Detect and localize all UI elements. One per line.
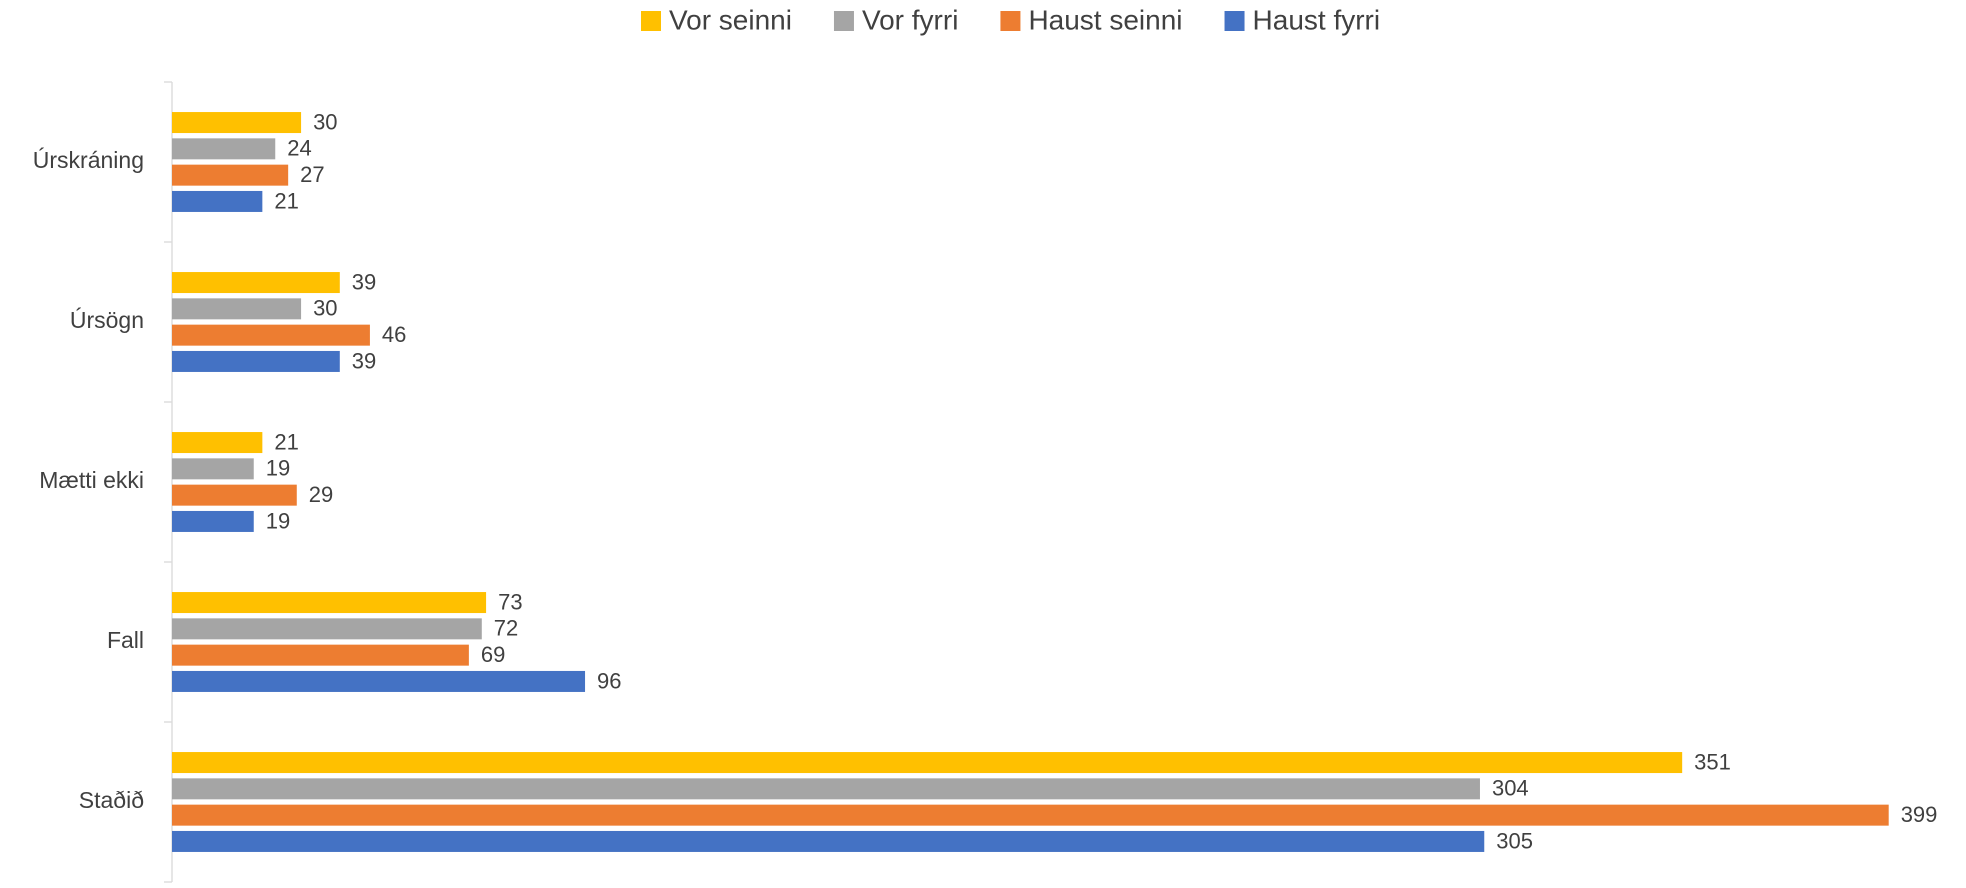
legend-swatch (833, 11, 854, 31)
legend-label: Haust fyrri (1253, 4, 1381, 35)
bar (172, 670, 586, 692)
data-label: 30 (313, 109, 337, 134)
bar (172, 190, 263, 212)
legend-label: Vor fyrri (862, 4, 958, 35)
y-tick-label: Mætti ekki (39, 467, 144, 493)
bar (172, 592, 487, 614)
bar (172, 324, 370, 346)
data-label: 399 (1901, 802, 1938, 827)
bar (172, 618, 482, 640)
data-label: 39 (352, 269, 376, 294)
bar (172, 752, 1683, 774)
data-label: 96 (597, 668, 621, 693)
bar (172, 112, 302, 134)
y-tick-label: Staðið (79, 787, 144, 813)
data-label: 27 (300, 162, 324, 187)
data-label: 73 (498, 589, 522, 614)
bar (172, 164, 289, 186)
data-label: 351 (1694, 749, 1731, 774)
bar (172, 432, 263, 454)
bar (172, 298, 302, 320)
legend-label: Vor seinni (669, 4, 792, 35)
data-label: 30 (313, 296, 337, 321)
data-label: 304 (1492, 776, 1529, 801)
data-label: 29 (309, 482, 333, 507)
legend-swatch (641, 11, 661, 31)
data-label: 69 (481, 642, 505, 667)
data-label: 305 (1496, 828, 1533, 853)
bar (172, 804, 1889, 826)
legend-swatch (1224, 11, 1245, 31)
data-label: 19 (266, 508, 290, 533)
y-tick-label: Fall (107, 627, 144, 653)
bar (172, 778, 1480, 800)
data-label: 24 (287, 136, 311, 161)
bar (172, 138, 276, 160)
data-label: 21 (274, 429, 298, 454)
y-tick-label: Úrskráning (33, 147, 144, 173)
data-label: 72 (494, 616, 518, 641)
data-label: 39 (352, 348, 376, 373)
bar (172, 510, 254, 532)
y-tick-label: Úrsögn (70, 307, 144, 333)
bar (172, 458, 254, 480)
data-label: 19 (266, 456, 290, 481)
legend-label: Haust seinni (1028, 4, 1182, 35)
legend-swatch (1000, 11, 1021, 31)
bar (172, 350, 340, 372)
data-label: 46 (382, 322, 406, 347)
bar (172, 272, 340, 294)
data-label: 21 (274, 188, 298, 213)
bar (172, 644, 469, 666)
bar (172, 830, 1485, 852)
bar (172, 484, 297, 506)
